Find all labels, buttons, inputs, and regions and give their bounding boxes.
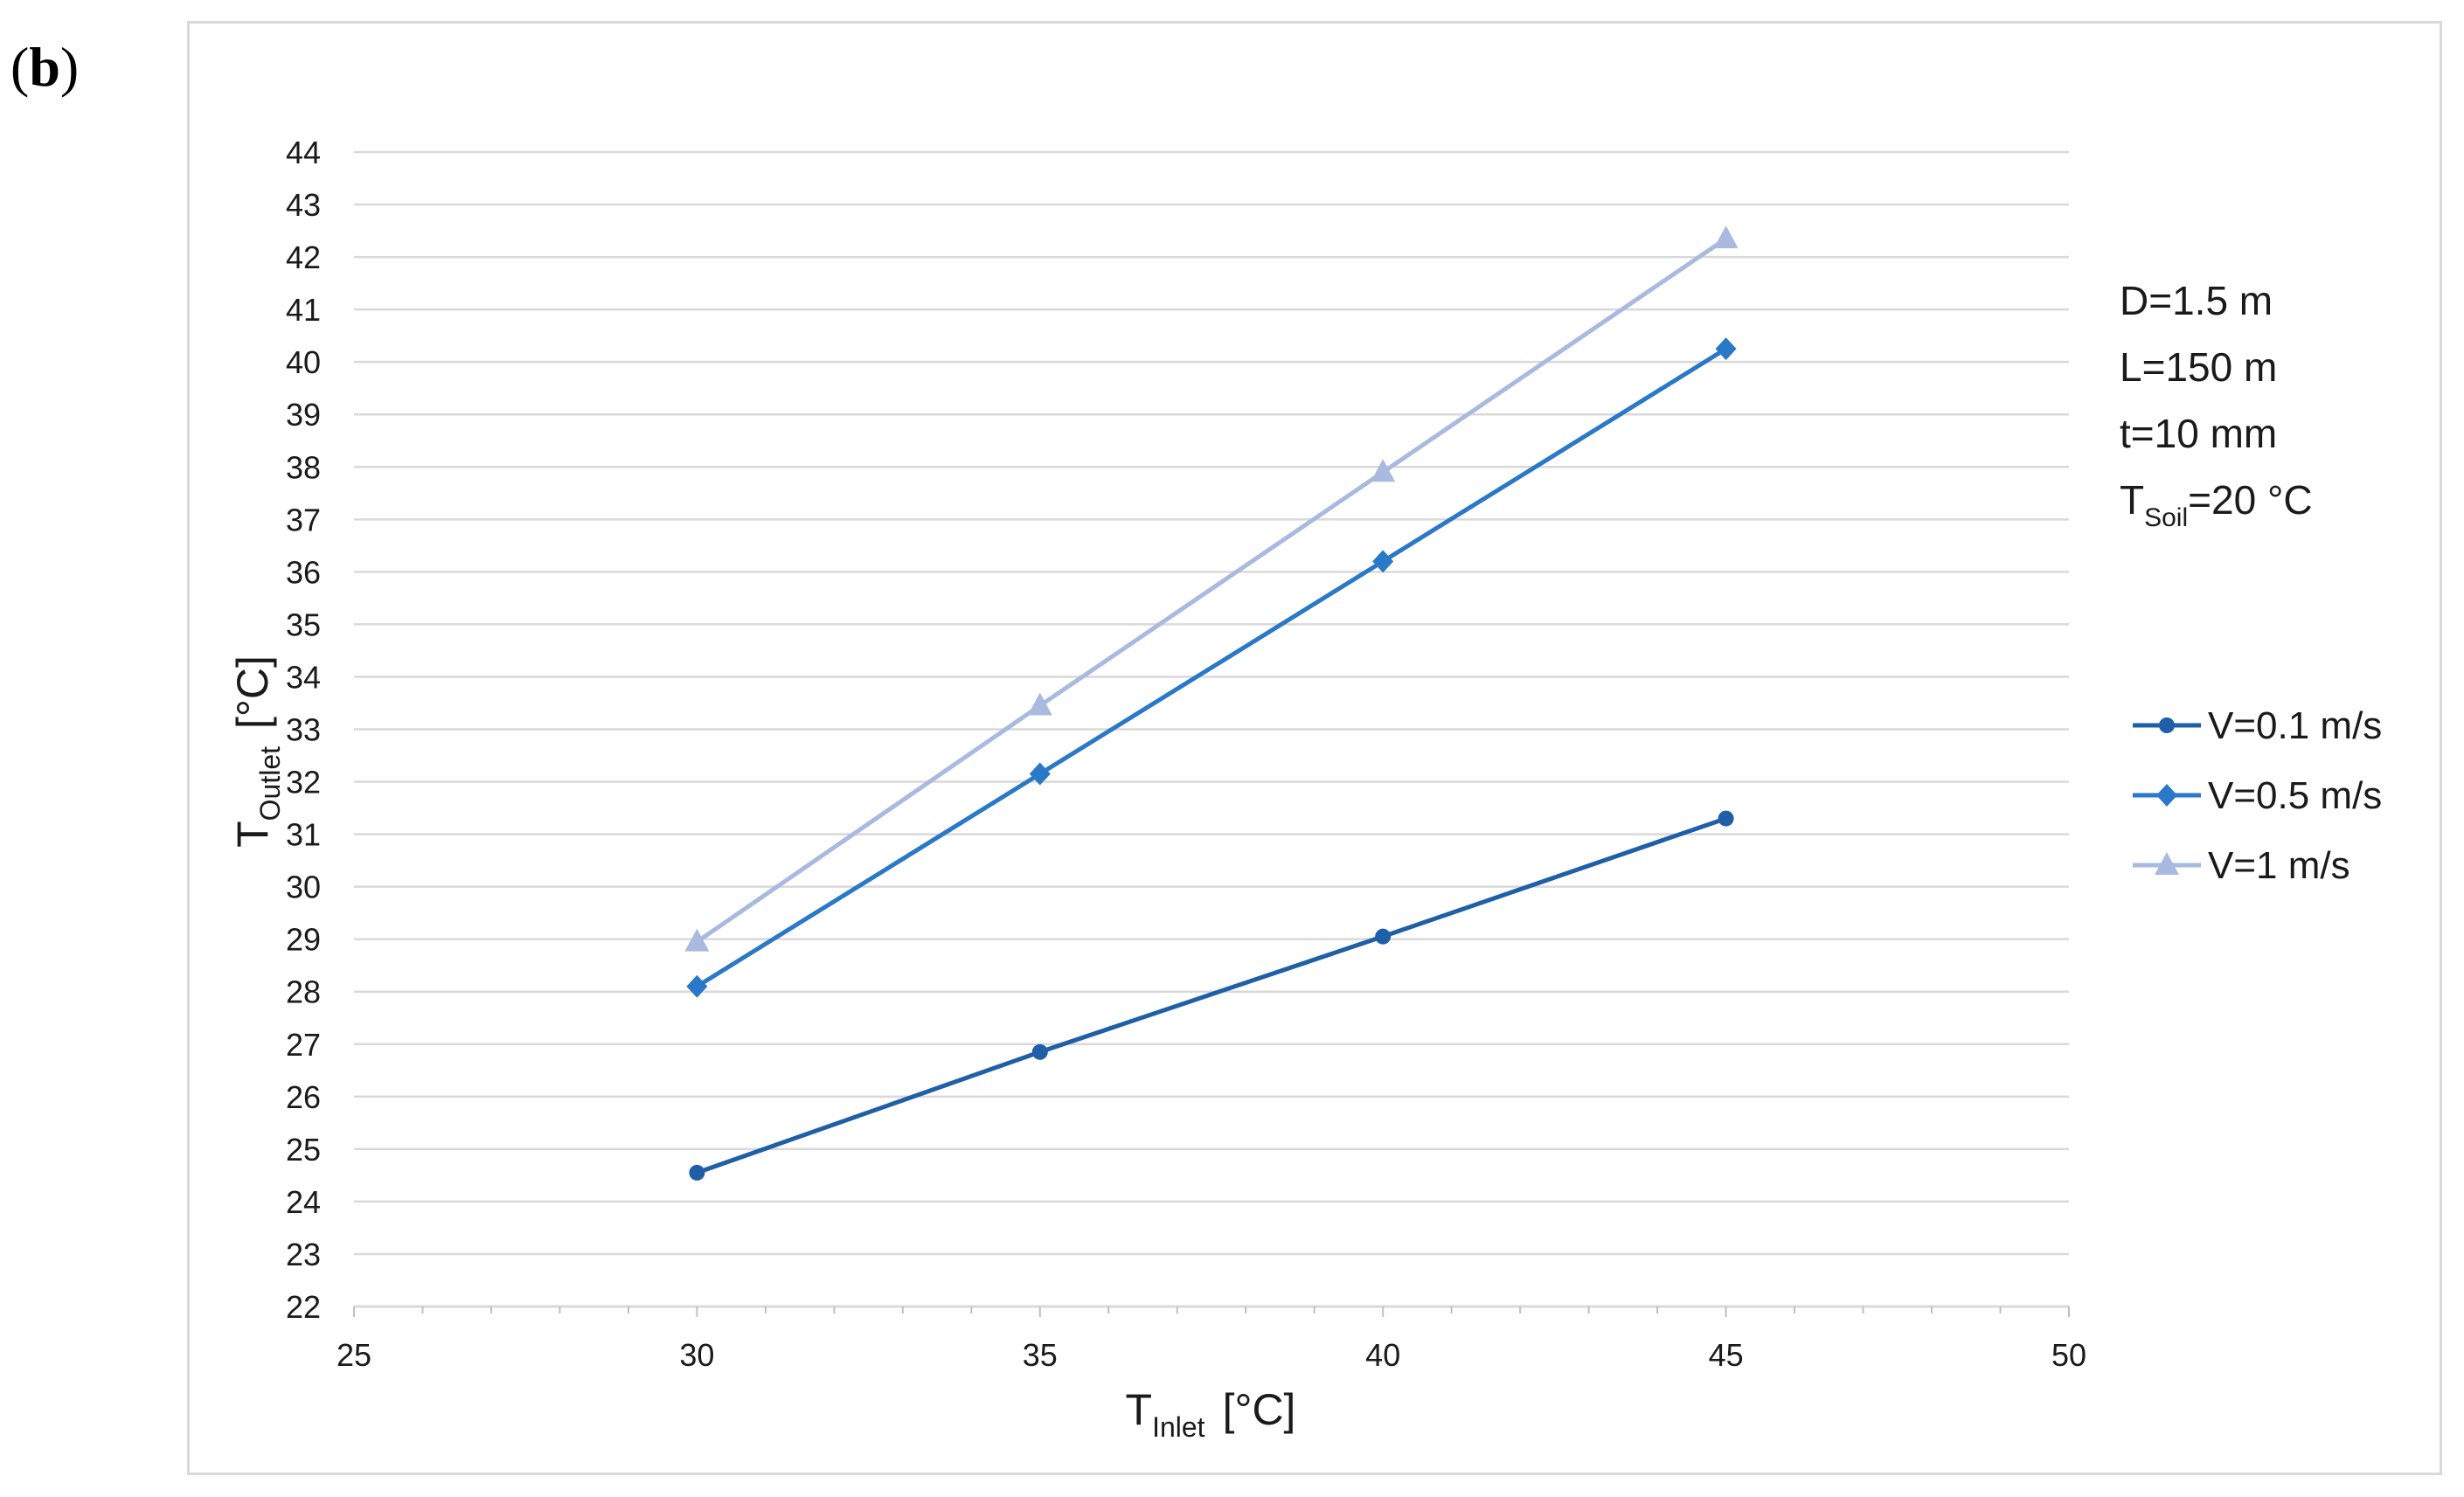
y-tick-label: 33 — [286, 712, 321, 748]
panel-label-letter: b — [29, 36, 60, 98]
panel-label-open: ( — [10, 36, 30, 98]
data-point — [1029, 762, 1051, 786]
data-point — [689, 1164, 705, 1181]
legend-swatch-marker — [2156, 784, 2177, 807]
y-tick-label: 22 — [286, 1289, 321, 1325]
parameter-note-main: T — [2120, 477, 2144, 523]
y-tick-label: 42 — [286, 239, 321, 275]
y-axis-title: TOutlet [°C] — [228, 655, 286, 848]
y-tick-label: 35 — [286, 606, 321, 642]
series-line — [696, 816, 1727, 1175]
axes: 22 23 24 25 26 27 28 29 30 31 32 33 34 35 36 37 38 39 40 41… — [286, 135, 2086, 1373]
data-point — [686, 974, 708, 998]
y-tick-label: 27 — [286, 1027, 321, 1063]
parameter-note: D=1.5 m — [2120, 278, 2273, 323]
data-point — [1713, 225, 1739, 249]
legend-label: V=1 m/s — [2208, 844, 2350, 887]
y-tick-label: 29 — [286, 922, 321, 958]
legend-swatch-marker — [2155, 852, 2179, 875]
panel-label-close: ) — [59, 36, 80, 98]
data-point — [1715, 337, 1737, 361]
series-2 — [686, 337, 1737, 998]
y-axis-title-main: T — [228, 821, 277, 848]
y-tick-label: 23 — [286, 1237, 321, 1272]
series-1 — [689, 810, 1734, 1181]
parameter-note-main: L=150 m — [2120, 344, 2277, 390]
x-tick-label: 40 — [1365, 1337, 1400, 1373]
x-axis-title: TInlet [°C] — [1126, 1385, 1296, 1443]
data-point — [1718, 810, 1734, 827]
legend-swatch-marker — [2159, 717, 2175, 733]
y-axis-title-unit: [°C] — [228, 655, 277, 729]
chart-frame — [187, 21, 2442, 1475]
x-axis-title-main: T — [1126, 1385, 1153, 1434]
parameter-note: TSoil=20 °C — [2120, 477, 2313, 532]
y-tick-label: 26 — [286, 1079, 321, 1115]
x-tick-label: 50 — [2051, 1337, 2086, 1373]
y-tick-label: 38 — [286, 449, 321, 485]
legend-item: V=0.5 m/s — [2133, 774, 2382, 817]
x-tick-label: 25 — [337, 1337, 371, 1373]
x-axis-title-unit: [°C] — [1223, 1385, 1296, 1434]
legend-label: V=0.5 m/s — [2208, 774, 2382, 817]
y-tick-label: 40 — [286, 344, 321, 380]
parameter-note-main: D=1.5 m — [2120, 278, 2273, 323]
y-tick-label: 39 — [286, 397, 321, 433]
parameter-note: L=150 m — [2120, 344, 2277, 390]
data-point — [1031, 1043, 1048, 1060]
legend-item: V=1 m/s — [2133, 844, 2350, 887]
x-tick-label: 45 — [1709, 1337, 1744, 1373]
y-tick-label: 25 — [286, 1132, 321, 1168]
y-tick-label: 24 — [286, 1184, 321, 1220]
x-tick-label: 35 — [1023, 1337, 1058, 1373]
y-tick-label: 37 — [286, 502, 321, 537]
series — [684, 225, 1739, 1181]
legend: V=0.1 m/s V=0.5 m/s V=1 m/s — [2133, 704, 2382, 887]
parameter-note-main: t=10 mm — [2120, 411, 2277, 456]
parameter-note-sub: Soil — [2144, 503, 2188, 532]
x-tick-label: 30 — [679, 1337, 714, 1373]
data-point — [1027, 692, 1052, 716]
y-axis-title-sub: Outlet — [254, 746, 286, 821]
series-line — [696, 347, 1727, 988]
panel-label: (b) — [10, 35, 79, 100]
data-point — [684, 928, 710, 952]
y-tick-label: 34 — [286, 659, 321, 695]
parameter-note-rest: =20 °C — [2188, 477, 2312, 523]
x-axis-title-sub: Inlet — [1152, 1411, 1205, 1443]
y-tick-label: 31 — [286, 817, 321, 853]
data-point — [1371, 459, 1396, 482]
y-tick-label: 32 — [286, 765, 321, 800]
data-point — [1372, 550, 1394, 573]
series-3 — [684, 225, 1739, 952]
parameter-notes: D=1.5 m L=150 m t=10 mm TSoil=20 °C — [2120, 278, 2313, 532]
legend-item: V=0.1 m/s — [2133, 704, 2382, 747]
parameter-note: t=10 mm — [2120, 411, 2277, 456]
series-line — [695, 237, 1728, 944]
y-tick-label: 28 — [286, 974, 321, 1010]
legend-label: V=0.1 m/s — [2208, 704, 2382, 747]
y-tick-label: 30 — [286, 870, 321, 905]
y-tick-label: 41 — [286, 292, 321, 328]
y-tick-label: 36 — [286, 554, 321, 590]
data-point — [1375, 928, 1392, 945]
y-tick-label: 43 — [286, 187, 321, 223]
y-tick-label: 44 — [286, 135, 321, 170]
grid-lines — [354, 150, 2069, 1256]
